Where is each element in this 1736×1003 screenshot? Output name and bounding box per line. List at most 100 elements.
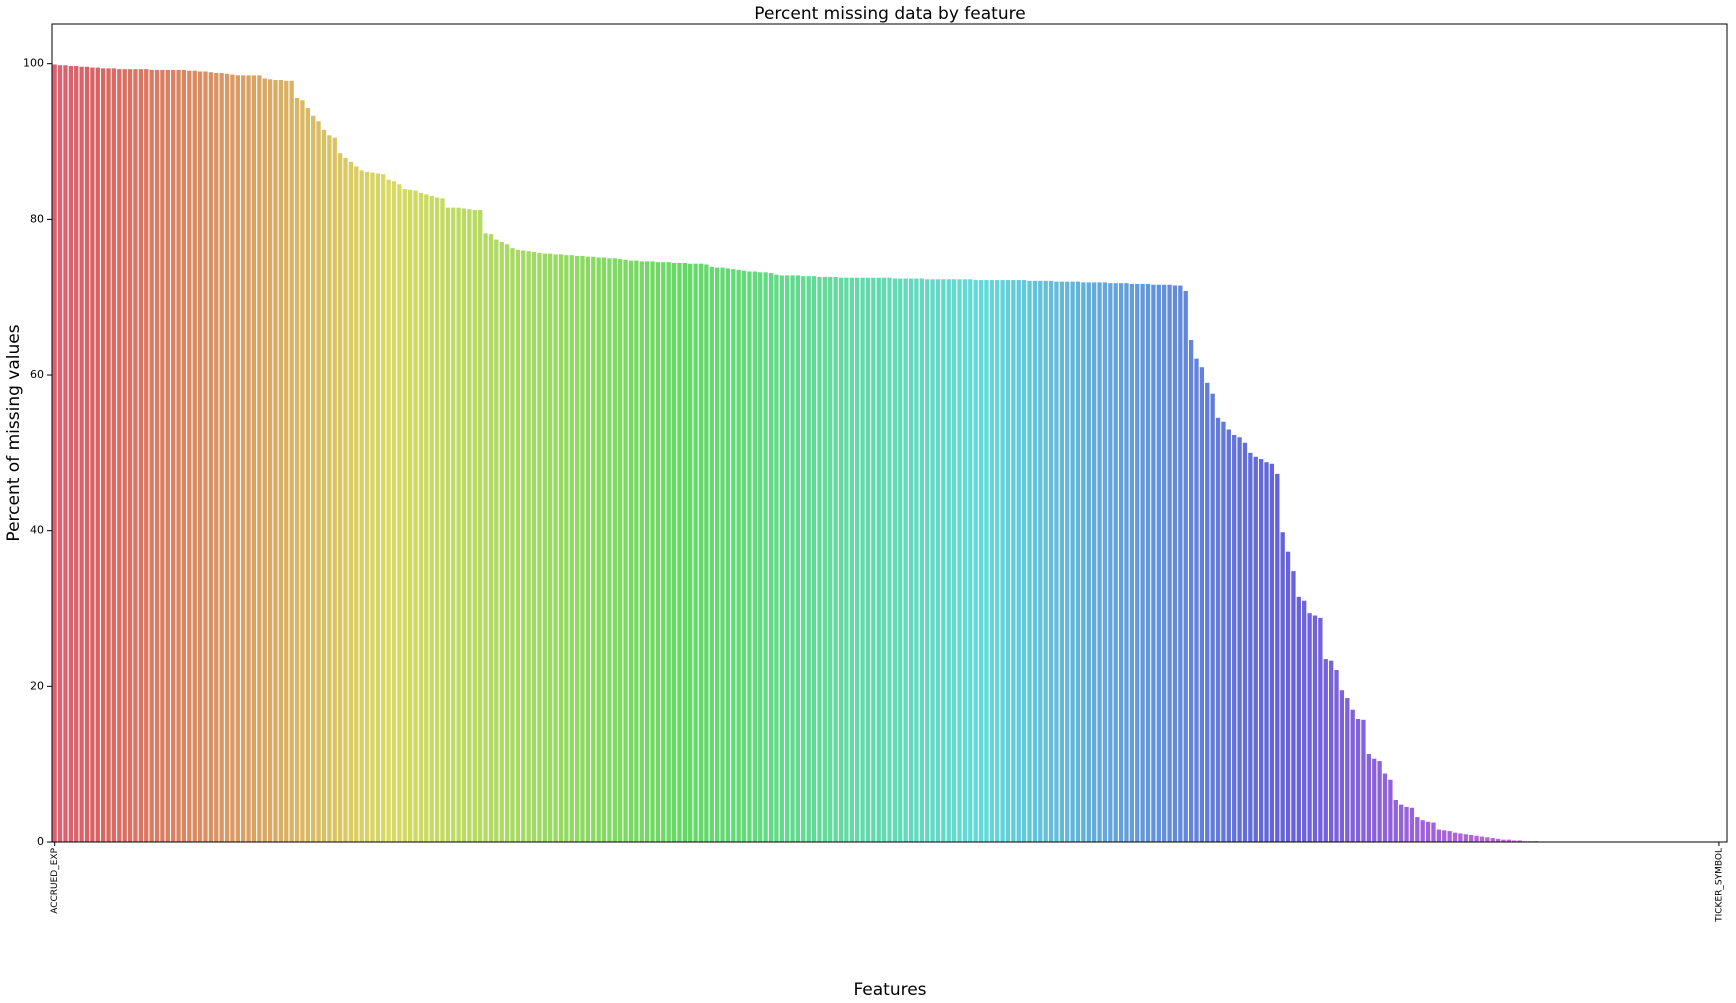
bar (1183, 290, 1188, 842)
bar (542, 253, 547, 842)
bar (133, 69, 138, 842)
bar (1458, 833, 1463, 842)
bar (273, 80, 278, 842)
bar (478, 210, 483, 842)
bar (537, 252, 542, 842)
bar (1167, 284, 1172, 842)
bar (774, 274, 779, 843)
bar (1296, 596, 1301, 842)
bar (1221, 421, 1226, 842)
bar (671, 262, 677, 842)
plot-frame (51, 23, 1728, 843)
bar (1065, 281, 1070, 843)
bar (833, 276, 838, 842)
bar (154, 69, 160, 843)
bar (1151, 284, 1156, 842)
bar (187, 70, 192, 843)
bar (467, 209, 472, 842)
bar (1463, 834, 1468, 842)
bar (429, 196, 434, 842)
bar (278, 80, 284, 842)
bar (1512, 840, 1517, 842)
bar (461, 208, 467, 842)
bar (1436, 829, 1442, 842)
bar (585, 256, 591, 842)
y-tick-label: 100 (23, 57, 44, 70)
bar (1474, 835, 1479, 842)
bar (758, 272, 763, 842)
bar (57, 65, 63, 842)
bar (941, 279, 946, 842)
bar (1108, 283, 1113, 842)
bar (74, 66, 79, 842)
bar (321, 129, 327, 842)
bar (984, 280, 989, 842)
x-tick-label: ACCRUED_EXP (50, 847, 60, 913)
bar (472, 210, 477, 842)
bar (359, 170, 364, 842)
bar (898, 278, 903, 842)
bar (192, 70, 197, 843)
bar (1275, 473, 1280, 842)
bar (644, 261, 650, 843)
bar (1113, 283, 1118, 842)
bar (1124, 283, 1129, 842)
bar (386, 179, 391, 843)
bar (1258, 459, 1264, 842)
bar (1016, 280, 1021, 842)
bar (101, 68, 106, 842)
bar (95, 67, 100, 843)
bar (828, 276, 833, 842)
bar (1043, 280, 1048, 843)
bar (1495, 838, 1501, 842)
bar (763, 272, 768, 842)
bar (1291, 571, 1296, 842)
bar (1490, 838, 1495, 842)
bar (569, 255, 574, 843)
bar (445, 207, 451, 842)
bar (596, 257, 601, 842)
bar (1048, 280, 1054, 843)
bar (1377, 761, 1382, 842)
bar (262, 78, 267, 842)
y-tick-label: 0 (37, 835, 44, 848)
bar (601, 257, 607, 842)
bar (731, 269, 736, 842)
bar (887, 277, 892, 842)
bar (84, 66, 90, 842)
bar (795, 275, 801, 842)
bar (811, 276, 817, 842)
bar (456, 207, 461, 842)
bar (1005, 280, 1011, 842)
bar (580, 255, 585, 842)
bar (504, 244, 510, 843)
bar (267, 79, 273, 842)
bar (1199, 367, 1205, 842)
bar (1059, 281, 1065, 843)
bar (741, 270, 747, 842)
bar (1075, 281, 1081, 843)
bar (1092, 282, 1097, 842)
bar (300, 100, 305, 842)
bar (908, 278, 914, 842)
bar (440, 198, 445, 842)
bar (197, 71, 203, 843)
bar (1021, 280, 1027, 842)
bar (968, 279, 973, 842)
bar (402, 189, 407, 842)
bar (925, 279, 930, 842)
bar (1420, 820, 1425, 842)
bar (1323, 659, 1328, 842)
bar (90, 67, 95, 843)
bar (305, 108, 310, 843)
bar (1129, 283, 1135, 842)
bar (348, 161, 354, 842)
bar (1188, 339, 1194, 842)
bar (1404, 806, 1409, 842)
bar (413, 190, 418, 843)
bar (1215, 417, 1221, 842)
bar (903, 278, 908, 842)
x-tick-label: TICKER_SYMBOL (1714, 848, 1724, 923)
bar (935, 279, 941, 842)
bar (68, 66, 74, 842)
